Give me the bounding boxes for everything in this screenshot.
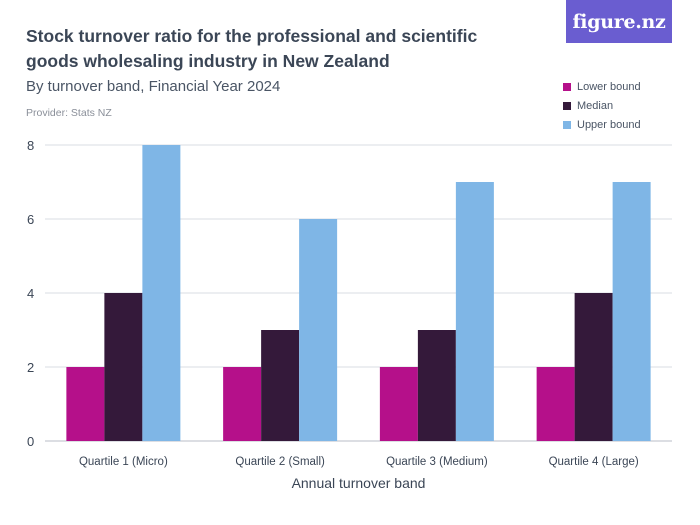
bar-median (261, 330, 300, 441)
bar-median (417, 330, 456, 441)
chart-legend: Lower bound Median Upper bound (563, 77, 641, 134)
legend-label-lower: Lower bound (577, 80, 641, 93)
x-tick-label: Quartile 4 (Large) (549, 456, 639, 468)
legend-item-upper: Upper bound (563, 115, 641, 134)
bar-lower-bound (379, 367, 418, 441)
bar-upper-bound (612, 182, 651, 441)
provider-note: Provider: Stats NZ (26, 107, 112, 119)
figure-nz-logo[interactable]: figure.nz (566, 0, 672, 43)
legend-label-upper: Upper bound (577, 118, 641, 131)
y-tick-label: 0 (27, 434, 34, 449)
legend-label-median: Median (577, 99, 614, 112)
bar-upper-bound (299, 219, 338, 441)
legend-swatch-upper (563, 120, 571, 129)
legend-item-lower: Lower bound (563, 77, 641, 96)
x-tick-label: Quartile 1 (Micro) (79, 456, 168, 468)
x-tick-label: Quartile 3 (Medium) (386, 456, 488, 468)
x-tick-label: Quartile 2 (Small) (235, 456, 325, 468)
bar-median (104, 293, 143, 441)
y-tick-label: 4 (27, 286, 34, 301)
chart-subtitle: By turnover band, Financial Year 2024 (26, 78, 281, 95)
legend-item-median: Median (563, 96, 641, 115)
y-tick-label: 6 (27, 212, 34, 227)
legend-swatch-lower (563, 82, 571, 91)
legend-swatch-median (563, 101, 571, 110)
bar-lower-bound (66, 367, 105, 441)
bar-lower-bound (536, 367, 575, 441)
bar-upper-bound (142, 145, 181, 441)
y-tick-label: 8 (27, 138, 34, 153)
bar-lower-bound (223, 367, 262, 441)
y-tick-label: 2 (27, 360, 34, 375)
chart-title: Stock turnover ratio for the professiona… (26, 26, 478, 71)
x-axis-title: Annual turnover band (292, 475, 426, 491)
bar-median (574, 293, 613, 441)
bar-upper-bound (455, 182, 494, 441)
